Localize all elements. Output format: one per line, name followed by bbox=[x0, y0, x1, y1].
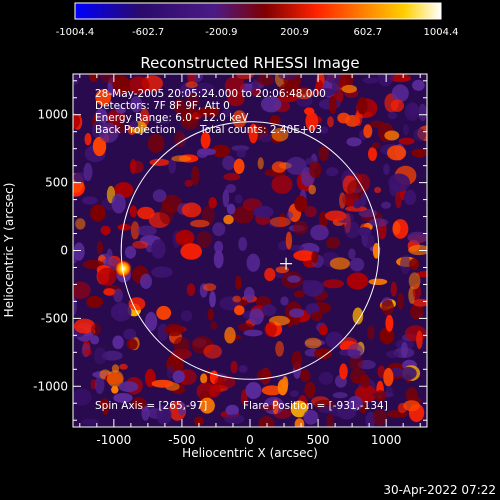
image-panel bbox=[73, 74, 427, 427]
x-tick-label: 1000 bbox=[371, 433, 402, 447]
solar-limb-circle bbox=[120, 121, 380, 380]
timestamp-text: 30-Apr-2022 07:22 bbox=[383, 483, 496, 497]
y-tick-labels: 1000 500 0 -500 -1000 bbox=[33, 108, 68, 394]
time-range-text: 28-May-2005 20:05:24.000 to 20:06:48.000 bbox=[95, 88, 326, 100]
y-axis-label: Heliocentric Y (arcsec) bbox=[2, 183, 16, 318]
flare-position-text: Flare Position = [-931,-134] bbox=[243, 400, 388, 412]
x-tick-label: 0 bbox=[246, 433, 254, 447]
colorbar-ticks: -1004.4 -602.7 -200.9 200.9 602.7 1004.4 bbox=[56, 27, 459, 38]
energy-range-text: Energy Range: 6.0 - 12.0 keV bbox=[95, 112, 249, 124]
colorbar bbox=[74, 2, 442, 20]
colorbar-tick-label: -1004.4 bbox=[56, 27, 95, 38]
x-tick-label: -500 bbox=[168, 433, 195, 447]
total-counts-text: Total counts: 2.40E+03 bbox=[199, 124, 322, 136]
spin-axis-text: Spin Axis = [265,-97] bbox=[95, 400, 207, 412]
colorbar-tick-label: 1004.4 bbox=[424, 27, 459, 38]
colorbar-tick-label: 200.9 bbox=[280, 27, 309, 38]
emission-field bbox=[73, 74, 427, 427]
y-tick-label: -1000 bbox=[33, 379, 68, 393]
spin-axis-crosshair bbox=[280, 257, 293, 270]
plot-title: Reconstructed RHESSI Image bbox=[140, 54, 359, 72]
y-tick-label: 500 bbox=[45, 176, 68, 190]
colorbar-tick-label: -200.9 bbox=[205, 27, 237, 38]
detectors-text: Detectors: 7F 8F 9F, Att 0 bbox=[95, 100, 230, 112]
y-tick-label: 0 bbox=[60, 244, 68, 258]
x-tick-label: 500 bbox=[307, 433, 330, 447]
back-projection-text: Back Projection bbox=[95, 124, 176, 136]
colorbar-tick-label: -602.7 bbox=[132, 27, 164, 38]
x-tick-labels: -1000 -500 0 500 1000 bbox=[96, 433, 401, 447]
flare-hotspot bbox=[114, 259, 133, 278]
colorbar-tick-label: 602.7 bbox=[353, 27, 382, 38]
y-tick-label: -500 bbox=[41, 311, 68, 325]
y-tick-label: 1000 bbox=[37, 108, 68, 122]
x-axis-label: Heliocentric X (arcsec) bbox=[182, 446, 318, 460]
x-tick-label: -1000 bbox=[96, 433, 131, 447]
axis-ticks bbox=[73, 74, 427, 427]
